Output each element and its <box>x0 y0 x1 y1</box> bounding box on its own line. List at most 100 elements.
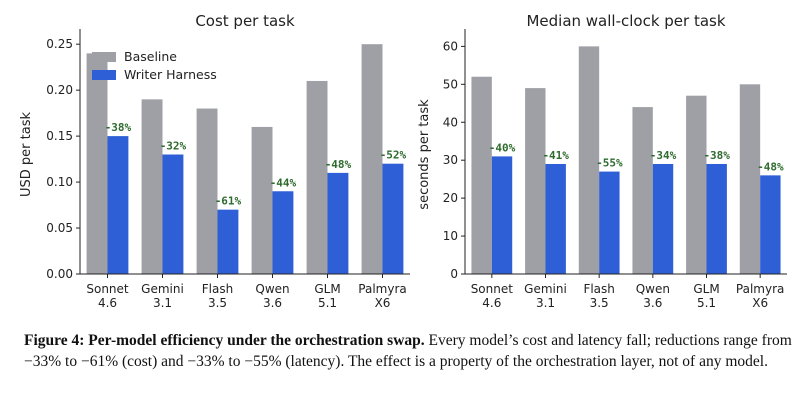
y-tick-label: 30 <box>443 153 458 167</box>
baseline-bar-2 <box>141 99 163 274</box>
x-tick-label-line: X6 <box>375 296 391 310</box>
legend-swatch-harness <box>92 70 116 80</box>
legend-swatch-baseline <box>92 52 116 62</box>
baseline-bar-3 <box>578 46 600 274</box>
y-axis-label: USD per task <box>19 112 34 197</box>
figure: Cost per task -38% -32% -61% -44% -48% -52% 0.0… <box>19 12 787 310</box>
reduction-label: -40% <box>489 141 516 154</box>
reduction-label: -48% <box>325 158 352 171</box>
x-tick-label: Qwen 3.6 <box>255 282 289 310</box>
x-tick-label: Palmyra X6 <box>358 282 406 310</box>
legend-label-harness: Writer Harness <box>124 67 217 82</box>
x-tick-label-line: X6 <box>752 296 768 310</box>
harness-bar-1 <box>107 136 129 274</box>
reduction-label: -61% <box>215 195 242 208</box>
y-tick-label: 0.10 <box>46 175 73 189</box>
x-tick-label-line: Qwen <box>636 282 670 296</box>
reduction-label: -44% <box>270 176 297 189</box>
x-tick-label: Flash 3.5 <box>202 282 233 310</box>
harness-bar-5 <box>327 172 349 274</box>
baseline-bar-5 <box>686 95 707 274</box>
harness-bar-4 <box>272 191 294 274</box>
harness-bar-6 <box>382 163 404 274</box>
x-tick-label-line: 4.6 <box>482 296 501 310</box>
x-tick-label-line: 3.6 <box>263 296 282 310</box>
chart-title: Median wall-clock per task <box>526 12 725 30</box>
x-tick-label: Sonnet 4.6 <box>471 282 514 310</box>
harness-bar-3 <box>599 171 620 274</box>
reduction-label: -32% <box>160 140 187 153</box>
x-tick-label-line: Flash <box>202 282 233 296</box>
y-tick-label: 0.25 <box>46 37 73 51</box>
harness-bar-3 <box>217 209 239 274</box>
x-tick-label-line: Flash <box>583 282 614 296</box>
x-tick-label-line: Palmyra <box>358 282 406 296</box>
y-tick-label: 20 <box>443 191 458 205</box>
baseline-bar-3 <box>196 108 218 275</box>
legend-label-baseline: Baseline <box>124 49 177 64</box>
x-tick-label-line: 3.5 <box>208 296 227 310</box>
caption-title: Per-model efficiency under the orchestra… <box>88 332 425 349</box>
harness-bar-6 <box>760 175 781 274</box>
y-tick-label: 40 <box>443 115 458 129</box>
chart-panel-1: Cost per task -38% -32% -61% -44% -48% -52% 0.0… <box>19 12 410 310</box>
reduction-label: -41% <box>542 149 569 162</box>
reduction-label: -48% <box>757 160 784 173</box>
x-tick-label: GLM 5.1 <box>693 282 719 310</box>
baseline-bar-6 <box>739 84 761 274</box>
x-tick-label: Sonnet 4.6 <box>86 282 129 310</box>
x-tick-label: Qwen 3.6 <box>636 282 670 310</box>
chart-panel-2: Median wall-clock per task -40% -41% -55% -3… <box>417 12 787 310</box>
x-tick-label-line: 4.6 <box>98 296 117 310</box>
baseline-bar-4 <box>251 126 273 274</box>
legend: Baseline Writer Harness <box>92 49 217 82</box>
baseline-bar-1 <box>86 53 108 275</box>
x-tick-label-line: 3.1 <box>536 296 555 310</box>
y-tick-label: 0.00 <box>46 267 73 281</box>
x-tick-label-line: Qwen <box>255 282 289 296</box>
y-tick-label: 0.15 <box>46 129 73 143</box>
harness-bar-2 <box>545 163 566 274</box>
figure-caption: Figure 4: Per-model efficiency under the… <box>24 330 794 372</box>
y-tick-label: 60 <box>443 39 458 53</box>
y-tick-label: 0.05 <box>46 221 73 235</box>
y-tick-label: 0 <box>450 267 458 281</box>
baseline-bar-2 <box>525 88 546 274</box>
x-tick-label-line: Palmyra <box>736 282 784 296</box>
caption-label: Figure 4: <box>24 332 85 349</box>
x-tick-label-line: Sonnet <box>86 282 129 296</box>
reduction-label: -38% <box>105 121 132 134</box>
x-tick-label: Flash 3.5 <box>583 282 614 310</box>
x-tick-label: Gemini 3.1 <box>524 282 567 310</box>
x-tick-label-line: 5.1 <box>697 296 716 310</box>
x-tick-label: Palmyra X6 <box>736 282 784 310</box>
x-tick-label: GLM 5.1 <box>314 282 340 310</box>
y-tick-label: 0.20 <box>46 83 73 97</box>
baseline-bar-5 <box>306 80 328 274</box>
chart-title: Cost per task <box>195 12 295 30</box>
y-tick-label: 10 <box>443 229 458 243</box>
x-tick-label-line: Gemini <box>141 282 184 296</box>
y-tick-label: 50 <box>443 77 458 91</box>
caption-body: Every model’s cost and latency fall; red… <box>24 332 792 370</box>
baseline-bar-6 <box>361 44 383 274</box>
x-tick-label-line: GLM <box>314 282 340 296</box>
harness-bar-4 <box>652 163 674 274</box>
baseline-bar-1 <box>471 76 492 274</box>
x-tick-label-line: 3.1 <box>153 296 172 310</box>
x-tick-label-line: Gemini <box>524 282 567 296</box>
reduction-label: -55% <box>596 157 623 170</box>
reduction-label: -38% <box>703 149 730 162</box>
x-tick-label-line: 3.5 <box>590 296 609 310</box>
harness-bar-5 <box>706 163 727 274</box>
reduction-label: -52% <box>380 149 407 162</box>
x-tick-label: Gemini 3.1 <box>141 282 184 310</box>
reduction-label: -34% <box>650 149 677 162</box>
baseline-bar-4 <box>632 107 653 274</box>
x-tick-label-line: Sonnet <box>471 282 514 296</box>
harness-bar-2 <box>162 154 184 274</box>
x-tick-label-line: 3.6 <box>643 296 662 310</box>
harness-bar-1 <box>491 156 513 274</box>
y-axis-label: seconds per task <box>417 99 432 210</box>
x-tick-label-line: 5.1 <box>318 296 337 310</box>
